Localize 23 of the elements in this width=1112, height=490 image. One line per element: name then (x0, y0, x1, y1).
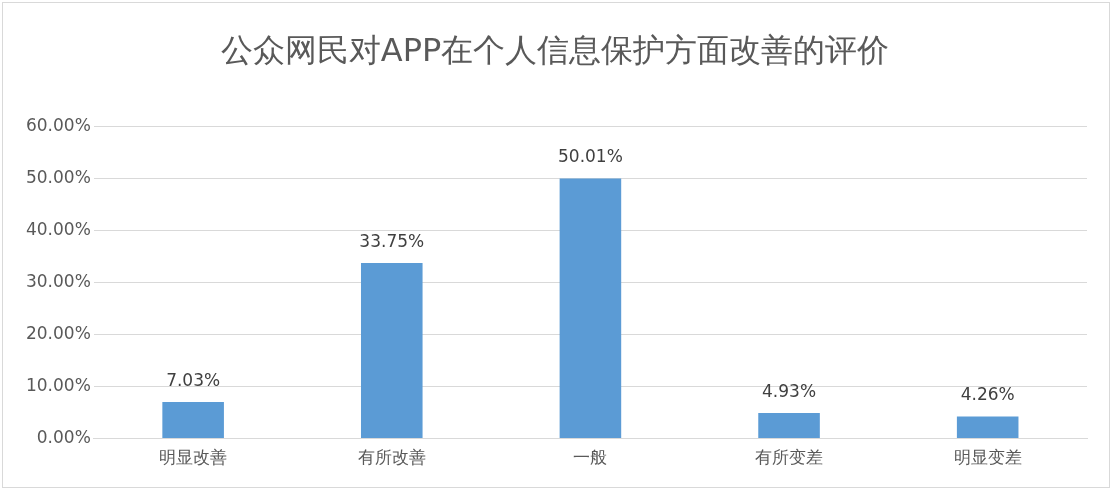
y-tick-label: 60.00% (25, 114, 91, 135)
y-tick-label: 10.00% (25, 374, 91, 395)
chart-title: 公众网民对APP在个人信息保护方面改善的评价 (220, 30, 890, 69)
data-label: 4.26% (960, 384, 1015, 405)
bar (758, 412, 820, 439)
bar (162, 402, 224, 439)
x-tick-label: 有所变差 (755, 447, 824, 468)
data-label: 33.75% (359, 230, 425, 251)
data-label: 7.03% (166, 369, 221, 390)
data-label: 50.01% (558, 146, 623, 167)
y-tick-label: 30.00% (25, 270, 91, 291)
data-label: 4.93% (762, 380, 817, 401)
y-tick-label: 50.00% (25, 166, 91, 187)
x-tick-label: 明显改善 (159, 447, 228, 468)
y-tick-label: 0.00% (36, 427, 91, 448)
x-tick-label: 明显变差 (953, 447, 1022, 468)
x-tick-label: 一般 (573, 447, 608, 468)
bar (360, 262, 423, 439)
bar (559, 178, 622, 439)
y-tick-label: 20.00% (25, 322, 91, 343)
x-tick-label: 有所改善 (357, 447, 426, 468)
bar (956, 416, 1019, 439)
y-tick-label: 40.00% (25, 218, 91, 239)
